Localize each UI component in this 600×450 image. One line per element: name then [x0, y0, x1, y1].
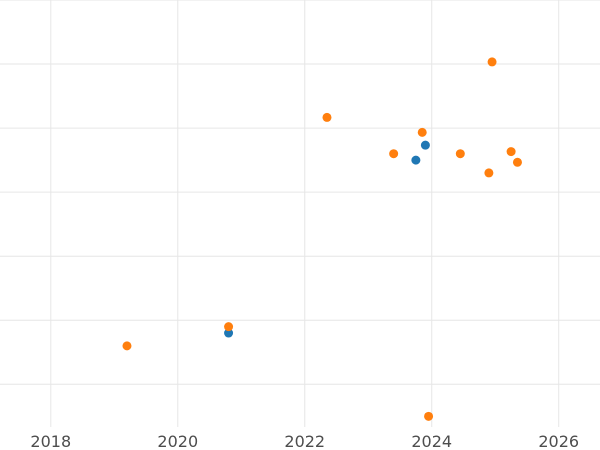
x-tick-label: 2024 — [411, 432, 452, 450]
data-point-series-2 — [122, 341, 132, 351]
data-point-series-2 — [506, 147, 516, 157]
data-point-series-1 — [224, 328, 234, 338]
data-points — [122, 57, 522, 421]
data-point-series-2 — [389, 149, 399, 159]
data-point-series-2 — [512, 157, 522, 167]
data-point-series-2 — [322, 112, 332, 122]
x-tick-label: 2018 — [30, 432, 71, 450]
x-tick-label: 2022 — [284, 432, 325, 450]
data-point-series-1 — [411, 155, 421, 165]
data-point-series-2 — [224, 322, 234, 332]
data-point-series-2 — [487, 57, 497, 67]
data-point-series-2 — [484, 168, 494, 178]
x-axis-ticks: 2018 2020 2022 2024 2026 — [30, 432, 579, 450]
data-point-series-2 — [424, 411, 434, 421]
x-tick-label: 2020 — [157, 432, 198, 450]
x-tick-label: 2026 — [538, 432, 579, 450]
grid — [0, 0, 600, 427]
data-point-series-2 — [455, 149, 465, 159]
data-point-series-2 — [417, 127, 427, 137]
data-point-series-1 — [420, 140, 430, 150]
